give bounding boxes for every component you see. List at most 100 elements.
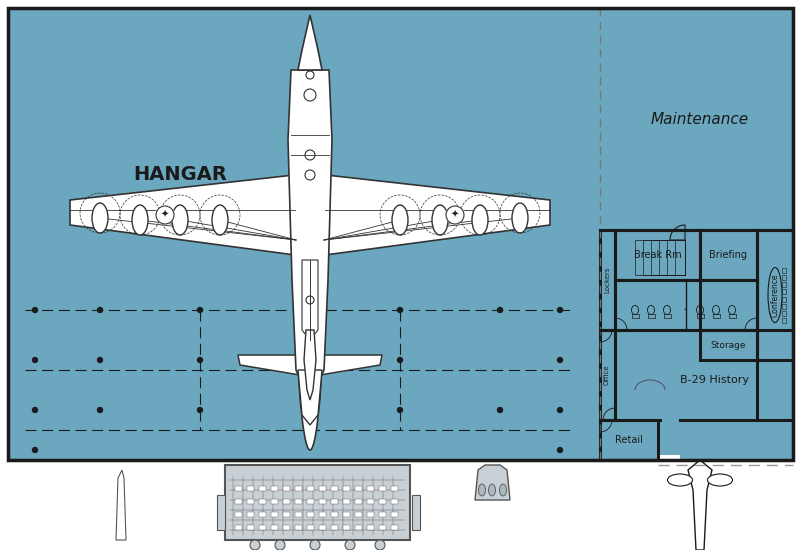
Ellipse shape (478, 484, 486, 496)
Bar (782, 318, 786, 323)
Bar (343, 486, 350, 491)
Circle shape (33, 448, 38, 453)
Bar (319, 512, 326, 517)
Circle shape (310, 540, 320, 550)
Bar (307, 525, 314, 530)
Bar (8, 8, 793, 460)
Bar (355, 525, 362, 530)
Circle shape (498, 408, 502, 412)
Circle shape (98, 358, 102, 362)
Ellipse shape (432, 205, 448, 235)
Bar (259, 486, 266, 491)
Bar (782, 296, 786, 301)
Text: Retail: Retail (615, 435, 643, 445)
Bar (663, 314, 670, 318)
Bar (319, 525, 326, 530)
Bar (367, 499, 374, 504)
Circle shape (558, 307, 562, 312)
Ellipse shape (667, 474, 693, 486)
Circle shape (498, 307, 502, 312)
Bar (247, 499, 254, 504)
Circle shape (156, 206, 174, 224)
Text: J: J (685, 300, 687, 310)
Polygon shape (304, 330, 316, 400)
Bar (355, 499, 362, 504)
Circle shape (33, 408, 38, 412)
Bar (295, 512, 302, 517)
Polygon shape (70, 175, 297, 255)
Bar (700, 230, 757, 280)
Circle shape (198, 358, 202, 362)
Polygon shape (288, 70, 332, 400)
Circle shape (33, 358, 38, 362)
Bar (343, 525, 350, 530)
Bar (259, 499, 266, 504)
Bar (307, 512, 314, 517)
Bar (271, 499, 278, 504)
Circle shape (250, 540, 260, 550)
Bar (331, 486, 338, 491)
Polygon shape (238, 355, 300, 375)
Bar (379, 525, 386, 530)
Bar (391, 499, 398, 504)
Ellipse shape (291, 65, 329, 145)
Text: Office: Office (604, 365, 610, 385)
Bar (271, 512, 278, 517)
Circle shape (398, 358, 402, 362)
Bar (307, 486, 314, 491)
Circle shape (98, 307, 102, 312)
Text: Briefing: Briefing (709, 250, 747, 260)
Bar (757, 230, 793, 360)
Bar (391, 525, 398, 530)
Bar (713, 314, 719, 318)
Bar (782, 268, 786, 273)
Bar (343, 499, 350, 504)
Polygon shape (688, 460, 712, 550)
Bar (355, 486, 362, 491)
Polygon shape (323, 175, 550, 255)
Text: HANGAR: HANGAR (133, 166, 227, 184)
Bar (235, 499, 242, 504)
Bar (631, 314, 638, 318)
Circle shape (558, 408, 562, 412)
Bar (615, 230, 700, 280)
Bar (247, 525, 254, 530)
Ellipse shape (132, 205, 148, 235)
Bar (647, 314, 654, 318)
Bar (675, 240, 685, 275)
Text: ✦: ✦ (451, 210, 459, 220)
Bar (331, 499, 338, 504)
Bar (782, 282, 786, 287)
Polygon shape (475, 465, 510, 500)
Ellipse shape (392, 205, 408, 235)
Bar (247, 486, 254, 491)
Bar (643, 240, 685, 275)
Ellipse shape (472, 205, 488, 235)
Bar (343, 512, 350, 517)
Bar (782, 311, 786, 316)
Bar (391, 486, 398, 491)
Bar (259, 512, 266, 517)
Ellipse shape (295, 30, 325, 450)
Circle shape (398, 408, 402, 412)
Bar (367, 512, 374, 517)
Bar (235, 525, 242, 530)
Ellipse shape (489, 484, 495, 496)
Bar (235, 486, 242, 491)
Polygon shape (302, 260, 318, 340)
Circle shape (345, 540, 355, 550)
Bar (295, 499, 302, 504)
Text: Conference: Conference (770, 273, 779, 317)
Text: ✦: ✦ (161, 210, 169, 220)
Text: Break Rm: Break Rm (634, 250, 682, 260)
Ellipse shape (300, 380, 320, 410)
Bar (225, 465, 410, 540)
Bar (235, 512, 242, 517)
Circle shape (558, 358, 562, 362)
Circle shape (33, 307, 38, 312)
Circle shape (198, 307, 202, 312)
Ellipse shape (512, 203, 528, 233)
Bar (600, 330, 615, 420)
Bar (379, 512, 386, 517)
Bar (391, 512, 398, 517)
